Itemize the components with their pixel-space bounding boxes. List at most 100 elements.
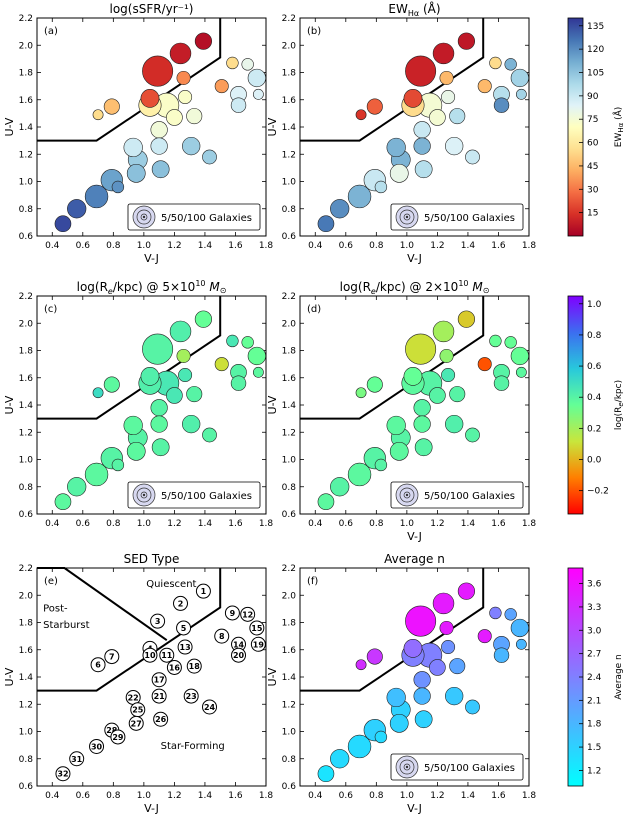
- colorbar-tick-label: 1.2: [587, 766, 601, 776]
- data-point: [441, 368, 456, 383]
- data-point: [504, 58, 517, 71]
- bin-marker: [89, 738, 105, 754]
- bin-marker: [183, 688, 199, 704]
- data-point: [449, 386, 466, 403]
- y-tick-label: 1.6: [19, 96, 34, 106]
- y-tick-label: 2.0: [282, 591, 297, 601]
- data-point: [493, 375, 510, 391]
- data-point: [142, 333, 174, 365]
- data-point: [84, 462, 109, 487]
- title-sub: Hα: [408, 9, 419, 18]
- x-tick-label: 0.6: [76, 791, 91, 801]
- bin-marker: [151, 672, 167, 688]
- data-point: [230, 375, 247, 391]
- data-point: [493, 97, 510, 113]
- legend-box: [127, 481, 261, 509]
- bin-marker: [55, 766, 71, 782]
- x-axis-label: V-J: [144, 252, 159, 265]
- colorbar-tick-label: 2.7: [587, 650, 601, 660]
- y-tick-label: 1.8: [282, 619, 297, 629]
- x-tick-label: 0.6: [76, 519, 91, 529]
- cbar-label-part: EW: [614, 133, 623, 148]
- panel-label: (d): [307, 304, 321, 315]
- data-point: [465, 427, 480, 443]
- panel-label: (f): [307, 576, 318, 587]
- data-point: [389, 441, 409, 461]
- y-tick-label: 1.6: [282, 374, 297, 384]
- x-tick-label: 0.8: [369, 519, 384, 529]
- data-point: [226, 334, 239, 348]
- data-point: [386, 687, 406, 708]
- data-point: [414, 710, 433, 729]
- panel-c: 0.4 0.6 0.8 1.0 1.2 1.4 1.6 1.8 0.6 0.8 1.0 1.2 1.4 1…: [3, 279, 273, 529]
- data-point: [439, 620, 454, 635]
- cbar-label-sub: e: [617, 402, 623, 406]
- y-tick-label: 2.2: [19, 292, 33, 302]
- y-tick-label: 1.4: [19, 123, 34, 133]
- data-point: [386, 415, 406, 436]
- data-point: [214, 357, 229, 372]
- data-point: [178, 90, 193, 105]
- y-tick-label: 1.8: [19, 69, 34, 79]
- data-point: [414, 438, 433, 457]
- bin-marker: [69, 751, 85, 767]
- data-point: [489, 56, 502, 70]
- title-part: log(R: [340, 280, 371, 294]
- x-tick-label: 1.0: [137, 519, 152, 529]
- data-point: [54, 493, 72, 511]
- bin-marker: [153, 711, 169, 727]
- title-sun: ⊙: [483, 286, 490, 295]
- panel-title: log(Re/kpc) @ 5×1010 M⊙: [77, 279, 227, 296]
- bin-number: 12: [242, 610, 253, 619]
- y-tick-label: 2.0: [19, 319, 34, 329]
- data-point: [403, 367, 423, 386]
- title-sub: e: [371, 287, 376, 296]
- y-tick-label: 2.2: [282, 14, 296, 24]
- y-tick-label: 1.0: [19, 178, 34, 188]
- colorbar-tick-label: 75: [587, 115, 598, 125]
- legend-label: 5/50/100 Galaxies: [161, 213, 252, 224]
- data-point: [403, 639, 423, 658]
- data-point: [355, 659, 367, 671]
- bin-number: 9: [230, 609, 236, 618]
- y-tick-label: 1.4: [282, 123, 297, 133]
- colorbar-tick-label: 3.3: [587, 603, 601, 613]
- y-tick-label: 1.2: [282, 428, 296, 438]
- x-tick-label: 0.8: [369, 241, 384, 251]
- y-tick-label: 1.0: [282, 178, 297, 188]
- y-tick-label: 2.2: [282, 564, 296, 574]
- data-point: [413, 137, 431, 155]
- data-point: [317, 765, 335, 783]
- bin-number: 28: [106, 726, 118, 735]
- data-point: [166, 387, 183, 404]
- data-point: [150, 121, 168, 139]
- legend-label: 5/50/100 Galaxies: [161, 491, 252, 502]
- x-tick-label: 1.0: [400, 791, 415, 801]
- plot-area: [36, 567, 267, 787]
- colorbar-tick-label: 0.8: [587, 331, 602, 341]
- y-axis-label: U-V: [3, 395, 16, 414]
- colorbar-tick-label: 45: [587, 162, 598, 172]
- data-point: [126, 441, 146, 461]
- data-point: [366, 98, 383, 115]
- panel-title: log(sSFR/yr⁻¹): [110, 2, 194, 16]
- data-point: [123, 137, 143, 158]
- data-point: [477, 357, 492, 372]
- data-point: [169, 320, 192, 343]
- data-point: [182, 414, 201, 434]
- bin-number: 24: [204, 703, 216, 712]
- bin-number: 14: [233, 640, 245, 649]
- legend-center: [142, 215, 146, 219]
- y-axis-label: U-V: [266, 117, 279, 136]
- colorbar-tick-label: 3.6: [587, 580, 602, 590]
- data-point: [366, 648, 383, 665]
- data-point: [374, 730, 388, 744]
- region-label-star-forming: Star-Forming: [161, 741, 225, 752]
- x-tick-label: 0.4: [308, 791, 323, 801]
- data-point: [330, 199, 350, 219]
- data-point: [151, 160, 170, 179]
- x-tick-label: 0.8: [369, 791, 384, 801]
- data-point: [510, 68, 529, 88]
- data-point: [67, 199, 87, 219]
